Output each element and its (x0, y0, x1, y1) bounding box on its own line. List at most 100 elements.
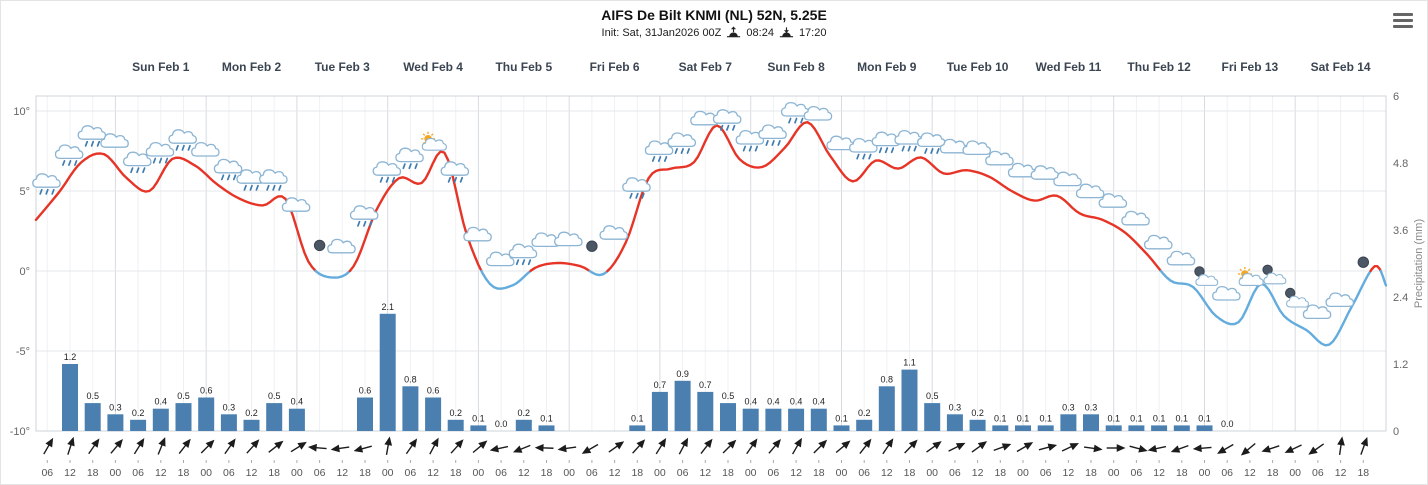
wind-arrow (330, 444, 350, 453)
svg-text:00: 00 (1017, 467, 1029, 479)
precip-bar (447, 419, 464, 431)
precip-value-label: 0.1 (1198, 413, 1211, 423)
svg-text:12: 12 (246, 467, 258, 479)
svg-text:12: 12 (881, 467, 893, 479)
precip-value-label: 1.1 (903, 358, 916, 368)
svg-text:06: 06 (1221, 467, 1233, 479)
weather-icon-c (985, 150, 1014, 166)
wind-arrow (429, 437, 439, 455)
svg-text:06: 06 (405, 467, 417, 479)
svg-text:06: 06 (768, 467, 780, 479)
precipitation-bars: 1.2 0.5 0.3 0.2 0.4 0.5 0.6 0.3 0.2 0.5 0.4 0.6 2.1 0… (62, 302, 1233, 432)
precip-bar (629, 425, 646, 431)
menu-bar (1393, 13, 1413, 16)
precip-bar (765, 408, 782, 431)
precip-value-label: 0.7 (654, 380, 667, 390)
chart-context-menu-button[interactable] (1393, 13, 1413, 28)
weather-icon-c (1166, 250, 1196, 266)
svg-text:18: 18 (1085, 467, 1097, 479)
precip-bar (266, 403, 283, 431)
svg-text:18: 18 (1357, 467, 1369, 479)
wind-arrow (88, 438, 100, 455)
wind-arrow (813, 439, 828, 454)
svg-text:12: 12 (1244, 467, 1256, 479)
day-labels: Sun Feb 1 Mon Feb 2 Tue Feb 3 Wed Feb 4 Thu … (132, 60, 1371, 74)
weather-icon-r (349, 205, 379, 227)
wind-arrow (178, 438, 191, 454)
weather-icon-c (485, 251, 515, 267)
precip-value-label: 0.3 (109, 402, 122, 412)
precip-bar (130, 419, 147, 431)
svg-text:18: 18 (450, 467, 462, 479)
wind-arrow (1360, 436, 1368, 455)
precip-bar (720, 403, 736, 431)
svg-text:00: 00 (1108, 467, 1120, 479)
day-label: Fri Feb 13 (1222, 60, 1279, 74)
precip-value-label: 2.1 (381, 302, 394, 312)
svg-text:0°: 0° (19, 266, 30, 278)
day-label: Sat Feb 14 (1311, 60, 1371, 74)
precip-bar (107, 414, 124, 432)
wind-arrows (43, 436, 1368, 456)
weather-icon-c (191, 141, 220, 157)
svg-text:00: 00 (836, 467, 848, 479)
svg-text:1.2: 1.2 (1393, 359, 1408, 371)
temperature-segment (34, 152, 317, 273)
weather-icon-r (32, 173, 61, 195)
precip-bar (220, 414, 237, 432)
wind-arrow (557, 444, 577, 453)
svg-text:06: 06 (314, 467, 326, 479)
wind-arrow (290, 441, 307, 453)
wind-arrow (1308, 443, 1325, 455)
precip-value-label: 0.5 (268, 391, 281, 401)
svg-text:12: 12 (699, 467, 711, 479)
weather-icon-c (100, 133, 129, 148)
precip-bar (969, 419, 986, 431)
wind-arrow (1106, 444, 1126, 452)
weather-icon-c (1302, 304, 1332, 320)
temperature-segment (1369, 265, 1382, 273)
precip-value-label: 0.6 (427, 386, 440, 396)
weather-icon-r (372, 161, 402, 183)
precip-bar (810, 408, 827, 431)
svg-text:5°: 5° (19, 186, 30, 198)
temp-axis-labels: -10° -5° 0° 5° 10° (10, 106, 30, 438)
wind-arrow (859, 438, 872, 454)
temperature-segment (529, 261, 591, 273)
day-label: Thu Feb 12 (1127, 60, 1191, 74)
wind-arrow (655, 438, 667, 455)
wind-arrow (1217, 443, 1234, 454)
wind-arrow (581, 443, 599, 454)
svg-text:-10°: -10° (10, 426, 30, 438)
precip-value-label: 0.5 (86, 391, 99, 401)
wind-arrow (791, 437, 802, 455)
weather-icon-c (962, 140, 992, 156)
menu-bar (1393, 25, 1413, 28)
weather-icon-c (1030, 165, 1060, 180)
precip-value-label: 0.0 (495, 419, 508, 429)
precip-bar (1015, 425, 1031, 431)
day-label: Wed Feb 11 (1035, 60, 1101, 74)
wind-arrow (700, 438, 713, 454)
precip-value-label: 1.2 (64, 352, 77, 362)
wind-arrow (489, 444, 509, 453)
wind-arrow (971, 441, 988, 453)
weather-icon-c (554, 231, 583, 247)
svg-text:18: 18 (541, 467, 553, 479)
svg-text:12: 12 (609, 467, 621, 479)
weather-icon-c (599, 225, 629, 240)
precip-value-label: 0.4 (744, 397, 757, 407)
day-label: Wed Feb 4 (403, 60, 463, 74)
weather-icons (32, 101, 1370, 320)
temperature-segment (1379, 269, 1388, 287)
precip-value-label: 0.3 (223, 402, 236, 412)
svg-text:6: 6 (1393, 91, 1399, 103)
wind-arrow (472, 440, 488, 454)
svg-text:10°: 10° (13, 106, 30, 118)
svg-text:06: 06 (858, 467, 870, 479)
precip-value-label: 0.2 (518, 408, 531, 418)
svg-text:00: 00 (654, 467, 666, 479)
precip-value-label: 0.1 (472, 413, 485, 423)
precip-bar (425, 397, 442, 431)
weather-icon-sc (421, 131, 447, 151)
